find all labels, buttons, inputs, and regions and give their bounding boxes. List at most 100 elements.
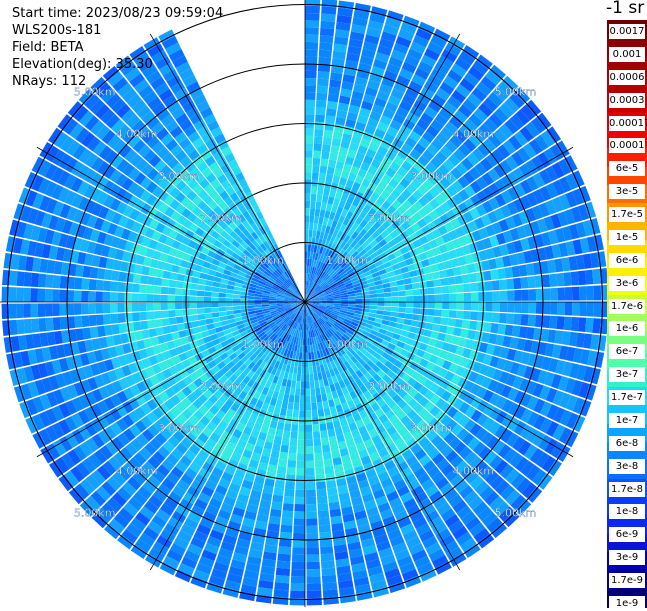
sweep-cell — [455, 319, 463, 328]
sweep-cell — [88, 291, 95, 302]
sweep-cell — [189, 296, 196, 302]
range-ring-label: 2.00km — [368, 380, 410, 393]
sweep-cell — [154, 311, 162, 319]
sweep-cell — [298, 425, 305, 432]
sweep-cell — [528, 315, 536, 327]
sweep-cell — [409, 326, 417, 333]
sweep-cell — [497, 268, 506, 279]
sweep-cell — [329, 501, 340, 510]
colorbar-tick-label: 1.7e-7 — [609, 390, 645, 405]
sweep-cell — [283, 394, 289, 402]
sweep-cell — [297, 454, 305, 461]
sweep-cell — [315, 122, 324, 130]
sweep-cell — [211, 297, 218, 302]
sweep-cell — [301, 381, 305, 388]
sweep-cell — [305, 201, 310, 208]
sweep-cell — [218, 298, 225, 302]
sweep-cell — [287, 460, 296, 468]
sweep-cell — [226, 298, 233, 302]
sweep-cell — [329, 79, 341, 88]
sweep-cell — [322, 444, 330, 452]
colorbar-unit-label: -1 sr — [606, 0, 644, 18]
sweep-cell — [434, 287, 442, 294]
sweep-cell — [275, 480, 285, 488]
sweep-cell — [305, 194, 310, 201]
sweep-cell — [274, 406, 281, 414]
sweep-cell — [317, 496, 328, 504]
sweep-cell — [307, 576, 321, 584]
sweep-cell — [162, 318, 170, 326]
sweep-cell — [314, 129, 323, 137]
sweep-cell — [147, 320, 155, 329]
sweep-cell — [586, 302, 594, 317]
sweep-cell — [313, 373, 318, 381]
sweep-cell — [90, 267, 99, 279]
sweep-cell — [435, 294, 442, 301]
range-ring-label: 3.00km — [158, 170, 200, 183]
nrays-text: NRays: 112 — [12, 74, 86, 89]
sweep-cell — [133, 322, 141, 332]
sweep-cell — [308, 237, 312, 244]
sweep-cell — [411, 276, 419, 283]
sweep-cell — [476, 321, 484, 331]
sweep-cell — [240, 306, 247, 310]
sweep-cell — [212, 317, 220, 323]
sweep-cell — [320, 430, 328, 438]
sweep-cell — [323, 452, 332, 460]
sweep-cell — [325, 473, 335, 481]
sweep-cell — [321, 13, 336, 21]
sweep-cell — [305, 186, 311, 193]
sweep-cell — [299, 410, 305, 417]
colorbar-tick-label: 1e-6 — [609, 321, 645, 336]
sweep-cell — [104, 269, 113, 280]
sweep-cell — [558, 302, 566, 315]
sweep-cell — [52, 289, 60, 302]
sweep-cell — [305, 374, 309, 381]
sweep-cell — [348, 304, 355, 307]
sweep-cell — [320, 387, 326, 395]
sweep-cell — [322, 195, 329, 203]
sweep-cell — [314, 143, 322, 151]
sweep-cell — [470, 283, 478, 292]
sweep-cell — [462, 320, 470, 329]
sweep-cell — [317, 187, 324, 195]
sweep-cell — [110, 281, 118, 291]
colorbar-tick-label: 3e-7 — [609, 367, 645, 382]
sweep-cell — [289, 446, 297, 454]
sweep-cell — [404, 278, 412, 285]
sweep-cell — [297, 461, 305, 468]
sweep-cell — [446, 268, 455, 277]
sweep-cell — [146, 294, 153, 302]
sweep-cell — [305, 92, 316, 99]
sweep-cell — [426, 316, 434, 323]
sweep-cell — [247, 299, 254, 302]
sweep-cell — [330, 443, 339, 452]
sweep-cell — [325, 115, 335, 123]
sweep-cell — [74, 290, 82, 302]
sweep-cell — [294, 504, 305, 511]
sweep-cell — [313, 438, 321, 446]
sweep-cell — [305, 35, 318, 43]
sweep-cell — [278, 546, 291, 554]
sweep-cell — [405, 284, 413, 290]
sweep-cell — [316, 395, 322, 403]
sweep-cell — [306, 446, 314, 453]
sweep-cell — [384, 297, 391, 301]
sweep-cell — [275, 575, 290, 583]
sweep-cell — [565, 287, 573, 301]
sweep-cell — [325, 466, 335, 474]
sweep-cell — [281, 401, 288, 409]
range-ring-label: 5.00km — [495, 506, 537, 519]
sweep-cell — [329, 436, 337, 444]
sweep-cell — [255, 305, 262, 308]
sweep-cell — [198, 278, 206, 285]
sweep-cell — [355, 305, 362, 308]
sweep-cell — [464, 293, 471, 301]
sweep-cell — [355, 299, 362, 302]
sweep-cell — [176, 281, 184, 288]
sweep-cell — [456, 284, 464, 292]
sweep-cell — [305, 215, 309, 222]
sweep-cell — [301, 367, 305, 374]
sweep-cell — [513, 278, 521, 289]
sweep-cell — [314, 216, 319, 224]
